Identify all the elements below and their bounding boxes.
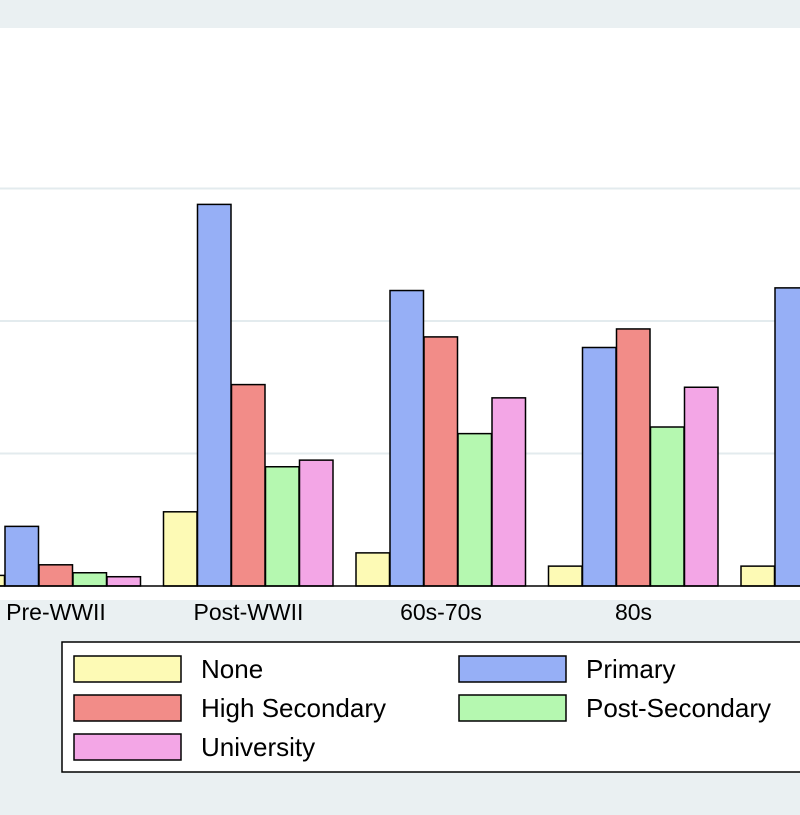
bar-group4-none [740, 565, 776, 587]
bar-60s-70s-university [491, 397, 527, 587]
bar-Post-WWII-university [298, 459, 334, 587]
legend-label: Post-Secondary [586, 693, 771, 723]
x-tick-label: Post-WWII [194, 599, 304, 625]
x-tick-labels: Pre-WWII Post-WWII 60s-70s 80s [6, 599, 652, 625]
legend-label: None [201, 654, 263, 684]
bar-60s-70s-primary [389, 289, 425, 587]
bar-Post-WWII-none [162, 511, 198, 587]
bar-60s-70s-high-secondary [423, 336, 459, 587]
legend-label: University [201, 732, 315, 762]
legend-swatch [458, 655, 567, 683]
bar-group4-primary [774, 287, 800, 587]
bar-Post-WWII-primary [196, 203, 232, 587]
bar-80s-primary [581, 346, 617, 587]
bar-80s-high-secondary [615, 328, 651, 587]
bar-Pre-WWII-university [106, 575, 142, 587]
legend-swatch [73, 733, 182, 761]
legend-label: High Secondary [201, 693, 386, 723]
legend-swatch [73, 655, 182, 683]
bar-60s-70s-post-secondary [457, 432, 493, 587]
x-tick-label: 60s-70s [400, 599, 482, 625]
bar-80s-university [683, 386, 719, 587]
bar-Pre-WWII-primary [4, 525, 40, 587]
x-tick-label: Pre-WWII [6, 599, 106, 625]
bar-Pre-WWII-high-secondary [38, 564, 74, 587]
bar-60s-70s-none [355, 552, 391, 587]
bar-80s-post-secondary [649, 426, 685, 587]
legend-swatch [458, 694, 567, 722]
legend-swatch [73, 694, 182, 722]
bar-Pre-WWII-none [0, 574, 6, 587]
legend-label: Primary [586, 654, 676, 684]
legend-items: None Primary High Secondary Post-Secondary U… [73, 654, 771, 762]
bar-Pre-WWII-post-secondary [72, 572, 108, 587]
legend [61, 641, 800, 773]
bar-Post-WWII-high-secondary [230, 383, 266, 587]
x-tick-label: 80s [615, 599, 652, 625]
bar-80s-none [547, 565, 583, 587]
bar-Post-WWII-post-secondary [264, 466, 300, 587]
bars [0, 203, 800, 587]
